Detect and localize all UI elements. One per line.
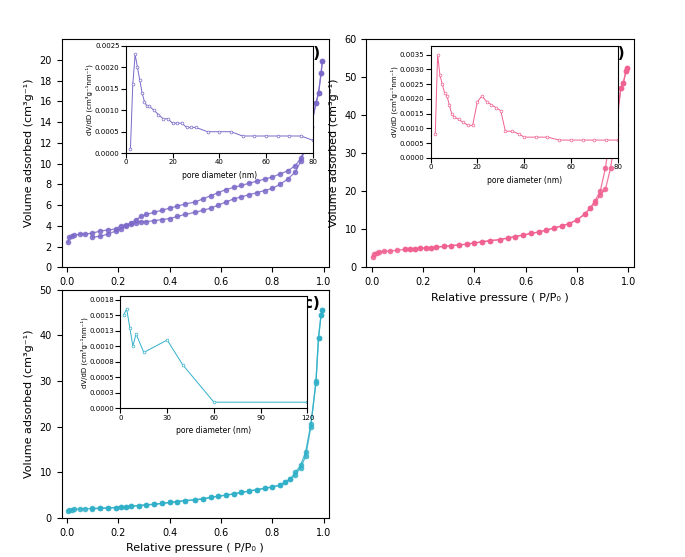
- Y-axis label: Volume adsorbed (cm³g⁻¹): Volume adsorbed (cm³g⁻¹): [24, 330, 34, 478]
- Text: (b): (b): [601, 46, 625, 61]
- Text: BiOCl: BiOCl: [146, 299, 180, 312]
- X-axis label: Relative pressure ( P/P₀ ): Relative pressure ( P/P₀ ): [126, 543, 264, 553]
- Y-axis label: Volume adsorbed (cm³g⁻¹): Volume adsorbed (cm³g⁻¹): [24, 79, 34, 227]
- X-axis label: Relative pressure ( P/P₀ ): Relative pressure ( P/P₀ ): [126, 292, 264, 302]
- Text: (c): (c): [298, 296, 321, 311]
- Text: CoAl-LDH: CoAl-LDH: [134, 48, 192, 61]
- X-axis label: Relative pressure ( P/P₀ ): Relative pressure ( P/P₀ ): [431, 292, 569, 302]
- Y-axis label: Volume adsorbed (cm³g⁻¹): Volume adsorbed (cm³g⁻¹): [329, 79, 339, 227]
- Text: (a): (a): [297, 46, 321, 61]
- Text: BCA-15: BCA-15: [445, 48, 491, 61]
